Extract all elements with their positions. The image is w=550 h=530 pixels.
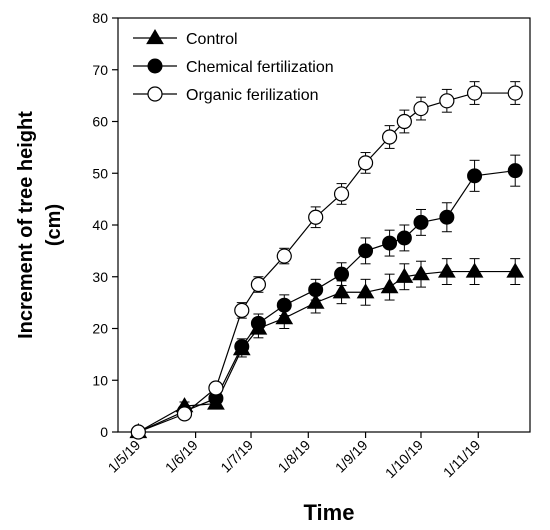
- data-point-chemical-fertilization: [439, 209, 455, 225]
- x-tick-label: 1/9/19: [332, 437, 371, 476]
- data-point-control: [332, 283, 351, 299]
- data-point-control: [356, 283, 375, 299]
- data-point-organic-ferilization: [250, 276, 267, 293]
- y-axis-title: Increment of tree height: [15, 111, 37, 339]
- y-tick-label: 20: [92, 321, 108, 337]
- y-tick-label: 80: [92, 10, 108, 26]
- data-point-control: [306, 293, 325, 309]
- legend-marker-chemical-fertilization: [147, 58, 163, 74]
- data-point-organic-ferilization: [176, 406, 193, 422]
- data-point-control: [465, 262, 484, 278]
- x-tick-label: 1/6/19: [162, 437, 201, 476]
- legend-marker-organic-ferilization: [147, 86, 163, 102]
- data-point-organic-ferilization: [130, 424, 146, 440]
- x-tick-label: 1/10/19: [382, 437, 426, 481]
- data-point-organic-ferilization: [439, 93, 455, 109]
- data-point-control: [395, 267, 414, 283]
- y-tick-label: 10: [92, 372, 108, 388]
- legend-marker-control: [146, 29, 164, 45]
- data-point-organic-ferilization: [234, 302, 250, 318]
- legend-label-chemical-fertilization: Chemical fertilization: [186, 59, 334, 76]
- data-point-chemical-fertilization: [276, 297, 292, 313]
- data-point-chemical-fertilization: [334, 266, 350, 282]
- data-point-organic-ferilization: [208, 380, 224, 396]
- y-tick-label: 60: [92, 114, 108, 130]
- x-axis-title: Time: [304, 500, 355, 525]
- data-point-chemical-fertilization: [467, 168, 483, 184]
- y-tick-label: 70: [92, 62, 108, 78]
- data-point-organic-ferilization: [276, 248, 292, 264]
- data-point-chemical-fertilization: [250, 315, 266, 331]
- x-tick-label: 1/8/19: [275, 437, 314, 476]
- data-point-chemical-fertilization: [413, 214, 429, 230]
- series-line-control: [138, 270, 516, 433]
- data-point-control: [275, 309, 294, 325]
- x-tick-label: 1/5/19: [105, 437, 144, 476]
- data-point-control: [380, 278, 399, 294]
- data-point-organic-ferilization: [413, 100, 429, 117]
- data-point-organic-ferilization: [357, 155, 374, 171]
- data-point-chemical-fertilization: [507, 163, 523, 179]
- data-point-chemical-fertilization: [396, 230, 412, 246]
- data-point-organic-ferilization: [507, 85, 523, 101]
- series-line-chemical-fertilization: [138, 170, 516, 433]
- x-tick-label: 1/11/19: [440, 437, 484, 481]
- data-point-control: [506, 262, 525, 278]
- data-point-organic-ferilization: [381, 129, 398, 145]
- legend-label-organic-ferilization: Organic ferilization: [186, 87, 319, 104]
- data-point-control: [412, 265, 430, 281]
- y-tick-label: 40: [92, 217, 108, 233]
- x-tick-label: 1/7/19: [217, 437, 256, 476]
- data-point-organic-ferilization: [333, 186, 350, 202]
- legend-label-control: Control: [186, 31, 238, 48]
- series-line-organic-ferilization: [138, 92, 516, 433]
- data-point-chemical-fertilization: [382, 235, 398, 251]
- y-tick-label: 30: [92, 269, 108, 285]
- data-point-control: [437, 262, 456, 278]
- y-tick-label: 50: [92, 165, 108, 181]
- data-point-organic-ferilization: [396, 113, 412, 130]
- y-axis-title-unit: (cm): [43, 204, 65, 246]
- plot-frame: [117, 17, 531, 433]
- data-point-chemical-fertilization: [358, 243, 374, 259]
- y-tick-label: 0: [100, 424, 108, 440]
- data-point-organic-ferilization: [308, 209, 324, 225]
- data-point-chemical-fertilization: [308, 282, 324, 298]
- data-point-chemical-fertilization: [234, 339, 250, 355]
- data-point-organic-ferilization: [466, 85, 483, 101]
